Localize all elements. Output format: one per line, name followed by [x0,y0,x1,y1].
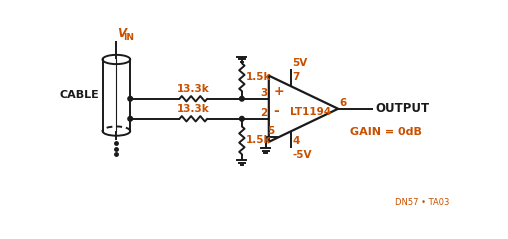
Text: 4: 4 [293,136,300,146]
Text: OUTPUT: OUTPUT [375,102,429,115]
Text: V: V [117,27,126,40]
Text: -: - [273,104,279,118]
Text: 2: 2 [260,108,267,118]
Text: 5V: 5V [293,58,308,68]
Text: 1.5k: 1.5k [246,72,271,82]
Text: IN: IN [123,33,134,42]
Text: 7: 7 [293,72,300,82]
Text: DN57 • TA03: DN57 • TA03 [395,198,450,206]
Text: CABLE: CABLE [59,90,100,100]
Text: 13.3k: 13.3k [177,84,210,94]
Text: GAIN = 0dB: GAIN = 0dB [350,127,422,137]
Circle shape [128,97,133,101]
Text: 1.5k: 1.5k [246,135,271,145]
Circle shape [240,116,244,121]
Text: LT1194: LT1194 [291,107,332,117]
Text: 3: 3 [260,88,267,98]
Text: 13.3k: 13.3k [177,104,210,114]
Circle shape [240,97,244,101]
Text: 5: 5 [267,126,274,136]
Text: -5V: -5V [293,150,312,160]
Text: +: + [273,85,284,98]
Text: 6: 6 [339,98,346,108]
Circle shape [128,116,133,121]
